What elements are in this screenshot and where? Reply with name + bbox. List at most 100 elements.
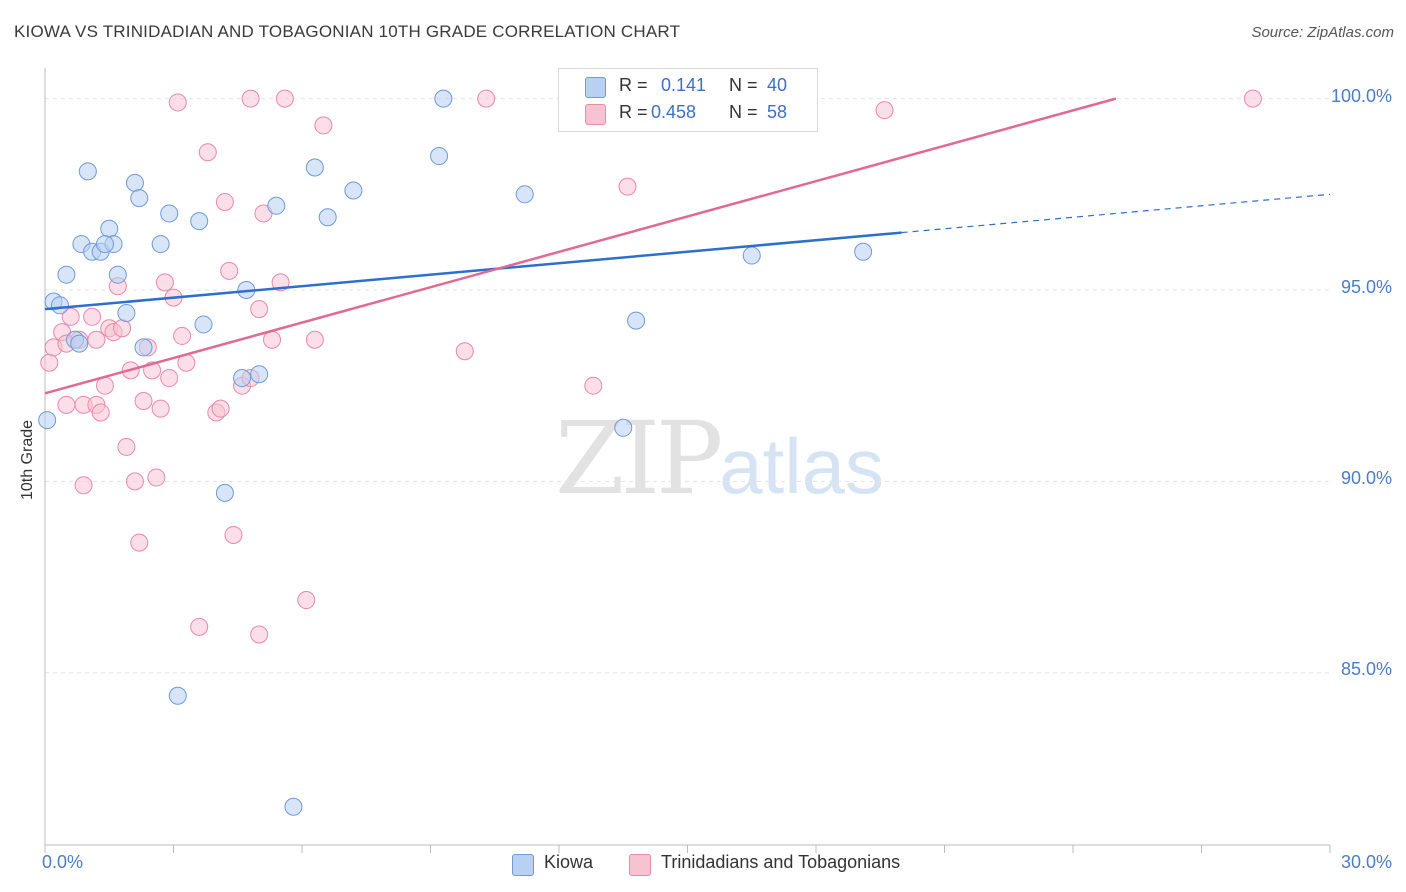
trinidadian-point (87, 330, 106, 349)
trinidadian-point (83, 307, 102, 326)
kiowa-point (100, 219, 119, 238)
kiowa-point (38, 411, 57, 430)
kiowa-point (627, 311, 646, 330)
kiowa-point (190, 212, 209, 231)
watermark-atlas: atlas (719, 422, 885, 510)
legend-r-value: 0.458 (651, 102, 697, 122)
stats-legend: R = 0.141 N = 40 R = 0.458 N = 58 (558, 68, 818, 132)
kiowa-swatch (585, 77, 606, 98)
x-tick-label-max: 30.0% (1340, 852, 1392, 872)
trinidadian-point (455, 342, 474, 361)
y-tick-label-85: 85.0% (1340, 659, 1392, 679)
watermark: ZIPatlas (555, 400, 884, 517)
legend-n-label: N = (729, 75, 758, 95)
kiowa-point (168, 686, 187, 705)
kiowa-point (267, 196, 286, 215)
trinidadian-point (211, 399, 230, 418)
trinidadian-point (275, 89, 294, 108)
kiowa-trend-extension (901, 193, 1331, 234)
kiowa-point (515, 185, 534, 204)
trinidadian-point (57, 395, 76, 414)
legend-r-value: 0.141 (661, 75, 707, 95)
trinidadian-point (125, 472, 144, 491)
kiowa-point (430, 147, 449, 166)
kiowa-trend-line (44, 231, 902, 311)
legend-kiowa-label: Kiowa (544, 852, 594, 872)
kiowa-point (78, 162, 97, 181)
trinidadian-point (117, 437, 136, 456)
trinidadian-point (134, 392, 153, 410)
kiowa-point (70, 334, 89, 353)
trinidadian-point (618, 177, 637, 196)
legend-n-value: 58 (767, 102, 788, 122)
kiowa-point (130, 189, 149, 208)
trinidadian-point (215, 192, 234, 211)
kiowa-point (233, 369, 252, 388)
kiowa-point (434, 89, 453, 108)
trinidadian-point (477, 89, 496, 108)
trinidadian-point (173, 326, 192, 345)
y-tick-label-95: 95.0% (1340, 277, 1392, 297)
legend-trinidadian-label: Trinidadians and Tobagonians (661, 852, 901, 872)
trinidadian-point (584, 376, 603, 395)
trinidadian-point (305, 330, 324, 349)
legend-r-label: R = (619, 75, 648, 95)
kiowa-point (125, 173, 144, 192)
trinidadian-point (263, 330, 282, 349)
y-tick-label-100: 100.0% (1330, 86, 1392, 106)
trinidadian-point (160, 369, 179, 388)
trinidadian-point (61, 307, 80, 326)
watermark-zip: ZIP (555, 400, 723, 517)
kiowa-point (344, 181, 363, 200)
trinidadian-point (130, 533, 149, 552)
trinidadian-point (314, 116, 333, 135)
kiowa-point (284, 797, 303, 816)
trinidadian-point (147, 468, 166, 487)
trinidadian-point (250, 300, 269, 319)
trinidadian-point (297, 591, 316, 610)
kiowa-point (151, 235, 170, 254)
trinidadian-trend-line (44, 97, 1117, 395)
trinidadian-point (220, 261, 239, 280)
trinidadian-point (875, 101, 894, 120)
y-axis-label: 10th Grade (19, 419, 36, 501)
trinidadian-point (168, 93, 187, 112)
legend-kiowa-swatch (512, 854, 534, 876)
kiowa-point (305, 158, 324, 177)
kiowa-point (742, 246, 761, 265)
trinidadian-point (74, 476, 93, 495)
x-tick-label-min: 0.0% (42, 852, 84, 872)
trinidadian-point (91, 403, 110, 422)
trinidadian-swatch (585, 104, 606, 125)
source-label: Source: ZipAtlas.com (1251, 24, 1394, 41)
kiowa-point (614, 418, 633, 437)
legend-n-label: N = (729, 102, 758, 122)
kiowa-point (134, 338, 153, 357)
trinidadian-point (1243, 89, 1262, 108)
kiowa-point (318, 208, 337, 227)
trinidadian-point (40, 353, 59, 372)
trinidadian-point (151, 399, 170, 418)
legend-r-label: R = (619, 102, 648, 122)
kiowa-point (194, 315, 213, 334)
kiowa-point (108, 265, 127, 284)
legend-trinidadian-swatch (629, 854, 651, 876)
kiowa-point (215, 483, 234, 502)
kiowa-point (95, 235, 114, 254)
kiowa-point (160, 204, 179, 223)
kiowa-point (854, 242, 873, 261)
trinidadian-point (155, 273, 174, 292)
legend-n-value: 40 (767, 75, 788, 95)
trinidadian-point (241, 89, 260, 108)
trinidadian-point (224, 525, 243, 544)
y-tick-label-90: 90.0% (1340, 468, 1392, 488)
kiowa-point (250, 365, 269, 384)
trinidadian-point (198, 143, 217, 162)
kiowa-point (50, 296, 69, 315)
chart-title: KIOWA VS TRINIDADIAN AND TOBAGONIAN 10TH… (14, 22, 681, 41)
trinidadian-point (190, 617, 209, 636)
kiowa-point (117, 303, 136, 322)
kiowa-point (57, 265, 76, 284)
trinidadian-point (250, 625, 269, 644)
